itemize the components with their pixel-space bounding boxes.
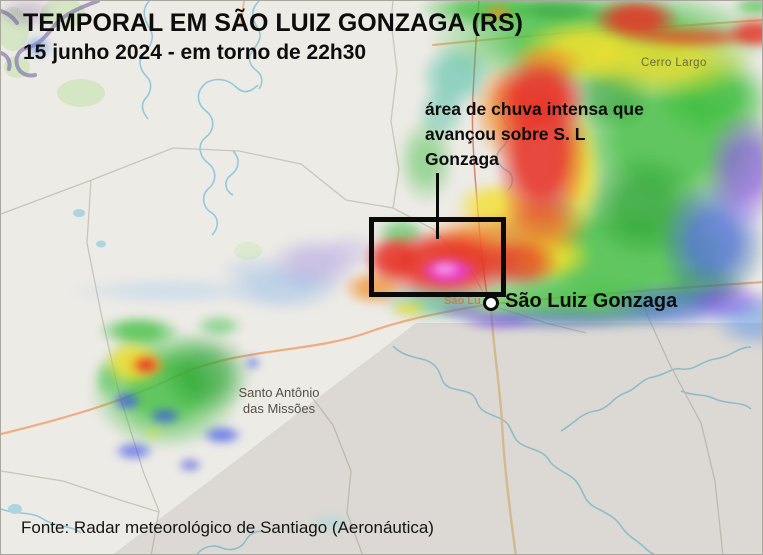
annotation-line-1: área de chuva intensa que: [425, 99, 644, 119]
radar-cell: [66, 276, 276, 306]
city-marker-label: São Luiz Gonzaga: [505, 290, 678, 312]
radar-cell: [396, 116, 456, 206]
radar-cell: [446, 306, 676, 332]
radar-cell: [430, 261, 460, 277]
map-label-santo-antonio-line2: das Missões: [242, 401, 316, 416]
radar-cell: [177, 457, 203, 473]
radar-cell: [113, 441, 155, 461]
radar-cell: [481, 237, 561, 289]
annotation-text: área de chuva intensa que avançou sobre …: [425, 97, 644, 172]
radar-cell: [135, 358, 157, 372]
radar-cell: [24, 36, 52, 58]
city-marker-dot: [483, 295, 499, 311]
map-label-sao-luiz-partial: São Lu: [444, 295, 481, 307]
page-title: TEMPORAL EM SÃO LUIZ GONZAGA (RS): [23, 9, 523, 37]
radar-cell: [245, 356, 261, 370]
annotation-leader-line: [436, 173, 439, 239]
annotation-line-3: Gonzaga: [425, 149, 499, 169]
radar-cell: [415, 83, 467, 143]
radar-cell: [158, 331, 254, 415]
radar-cell: [598, 282, 748, 330]
radar-cell: [201, 425, 243, 445]
highlight-rectangle: [369, 217, 506, 297]
radar-cell: [616, 25, 762, 49]
map-label-santo-antonio: Santo Antônio das Missões: [229, 385, 329, 417]
radar-cell: [112, 391, 142, 411]
source-credit: Fonte: Radar meteorológico de Santiago (…: [21, 518, 434, 537]
radar-cell: [265, 235, 361, 295]
radar-cell: [142, 427, 164, 439]
radar-cell: [731, 1, 762, 18]
radar-cell: [216, 253, 296, 289]
radar-cell: [148, 407, 182, 425]
radar-cell: [194, 314, 244, 338]
radar-cell: [221, 265, 345, 313]
radar-cell: [433, 301, 493, 321]
radar-cell: [687, 281, 762, 321]
map-label-cerro-largo: Cerro Largo: [641, 57, 707, 69]
map-label-santo-antonio-line1: Santo Antônio: [238, 385, 320, 400]
radar-cell: [489, 58, 589, 134]
radar-cell: [309, 512, 353, 534]
radar-cell: [389, 300, 429, 318]
radar-cell: [1, 1, 56, 29]
annotation-line-2: avançou sobre S. L: [425, 124, 586, 144]
radar-cell: [459, 310, 539, 332]
page-subtitle: 15 junho 2024 - em torno de 22h30: [23, 41, 367, 64]
landcover-group: [1, 1, 262, 260]
radar-cell: [482, 3, 514, 23]
